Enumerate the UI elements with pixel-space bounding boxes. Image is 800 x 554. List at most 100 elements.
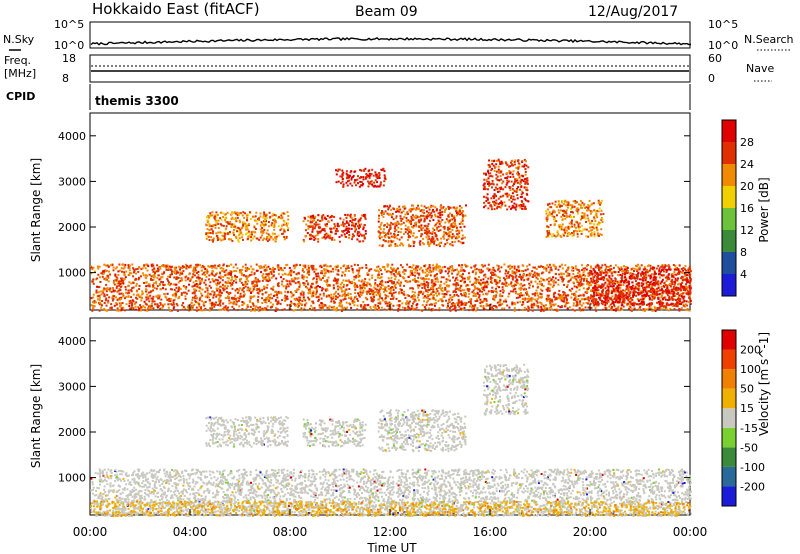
power-echo-0-2120 xyxy=(117,270,120,273)
power-echo-0-3452 xyxy=(460,301,463,304)
power-echo-0-3573 xyxy=(317,295,320,298)
power-echo-0-2603 xyxy=(565,270,568,273)
power-echo-0-1834 xyxy=(275,277,278,280)
power-echo-0-2925 xyxy=(360,294,363,296)
power-echo-0-3386 xyxy=(363,284,366,287)
power-echo-1-310 xyxy=(206,221,209,224)
power-echo-4-258 xyxy=(440,237,443,240)
power-echo-1-254 xyxy=(225,225,228,228)
power-echo-0-3132 xyxy=(370,268,373,271)
power-echo-3-89 xyxy=(366,174,369,177)
power-echo-0-3114 xyxy=(528,263,531,266)
power-echo-3-98 xyxy=(360,176,362,179)
power-echo-0-1637 xyxy=(204,290,207,293)
power-echo-0-3076 xyxy=(312,277,315,280)
power-echo-0-1697 xyxy=(321,287,324,289)
power-echo-0-1142 xyxy=(115,309,118,312)
power-echo-0-712 xyxy=(91,268,94,271)
power-echo-0-3860 xyxy=(264,298,267,301)
power-echo-0-3708 xyxy=(269,297,271,300)
power-echo-1-335 xyxy=(206,234,209,237)
power-echo-0-3045 xyxy=(468,275,471,278)
power-echo-0-1161 xyxy=(484,281,487,284)
power-echo-0-2349 xyxy=(150,275,153,278)
power-echo-0-3688 xyxy=(194,300,197,303)
power-echo-3-100 xyxy=(376,185,379,188)
power-echo-0-2131 xyxy=(266,298,269,301)
power-echo-0-3682 xyxy=(373,283,376,286)
power-echo-4-156 xyxy=(427,206,430,209)
power-echo-4-110 xyxy=(398,238,401,241)
power-echo-0-1685 xyxy=(539,310,542,312)
power-echo-0-3124 xyxy=(158,278,161,281)
power-echo-0-2080 xyxy=(540,303,543,306)
power-echo-0-2172 xyxy=(100,272,103,275)
power-echo-0-3922 xyxy=(293,280,295,283)
power-echo-0-3468 xyxy=(499,298,502,301)
power-echo-0-902 xyxy=(595,283,598,285)
power-echo-0-2659 xyxy=(240,295,243,298)
power-echo-0-3594 xyxy=(474,277,477,280)
power-echo-0-1493 xyxy=(509,264,511,267)
power-echo-0-3461 xyxy=(499,300,502,303)
power-echo-1-209 xyxy=(287,227,290,230)
power-echo-0-2071 xyxy=(511,278,514,281)
power-echo-0-3262 xyxy=(246,277,248,280)
power-echo-1-314 xyxy=(267,233,270,236)
power-echo-0-2368 xyxy=(361,287,364,289)
power-echo-0-3068 xyxy=(351,300,354,303)
power-echo-0-3011 xyxy=(174,295,177,298)
power-echo-0-1661 xyxy=(368,269,371,272)
power-echo-0-3788 xyxy=(653,308,656,310)
power-echo-4-256 xyxy=(418,225,421,227)
power-echo-0-1291 xyxy=(576,286,578,289)
power-echo-0-3831 xyxy=(204,309,207,312)
power-echo-0-1899 xyxy=(387,285,390,288)
power-echo-0-1903 xyxy=(315,281,318,284)
power-echo-0-686 xyxy=(230,276,233,278)
power-echo-3-129 xyxy=(341,174,344,177)
power-echo-0-1870 xyxy=(337,288,340,291)
power-echo-0-3772 xyxy=(385,270,388,273)
power-echo-0-144 xyxy=(97,273,100,276)
power-echo-0-991 xyxy=(92,293,95,296)
power-echo-0-1407 xyxy=(125,295,128,298)
power-echo-0-1957 xyxy=(238,297,241,300)
power-echo-0-1014 xyxy=(224,308,227,311)
power-echo-0-3495 xyxy=(498,304,501,307)
power-echo-0-2326 xyxy=(248,268,251,270)
power-echo-0-1563 xyxy=(473,285,476,288)
power-echo-0-2670 xyxy=(589,272,592,275)
power-echo-0-2061 xyxy=(138,309,141,312)
power-echo-1-85 xyxy=(242,238,244,241)
power-echo-0-2856 xyxy=(409,287,412,290)
power-echo-2-197 xyxy=(311,221,314,224)
power-echo-0-3750 xyxy=(565,294,568,297)
power-echo-0-3966 xyxy=(519,283,522,286)
power-echo-0-2966 xyxy=(174,269,177,272)
power-echo-0-420 xyxy=(539,288,542,291)
power-echo-0-3845 xyxy=(235,281,238,284)
power-echo-0-3609 xyxy=(376,266,378,269)
power-echo-0-2183 xyxy=(559,294,562,297)
power-echo-0-2293 xyxy=(480,282,483,285)
power-echo-0-612 xyxy=(566,298,569,301)
power-echo-0-3228 xyxy=(389,266,392,269)
power-echo-1-273 xyxy=(232,231,235,234)
power-echo-0-3354 xyxy=(98,309,101,312)
power-echo-4-99 xyxy=(411,214,414,217)
power-echo-0-3801 xyxy=(592,278,595,281)
power-echo-0-2977 xyxy=(460,274,463,277)
power-echo-4-86 xyxy=(378,217,380,220)
power-echo-1-280 xyxy=(274,221,277,224)
power-echo-1-185 xyxy=(236,230,238,233)
power-echo-0-116 xyxy=(274,294,276,297)
power-echo-0-87 xyxy=(244,280,247,283)
power-echo-0-3289 xyxy=(174,293,177,296)
power-echo-4-55 xyxy=(426,225,429,228)
power-echo-0-3791 xyxy=(143,300,146,303)
power-echo-0-3667 xyxy=(542,309,545,312)
power-echo-0-764 xyxy=(175,286,178,289)
power-echo-0-460 xyxy=(344,295,347,298)
